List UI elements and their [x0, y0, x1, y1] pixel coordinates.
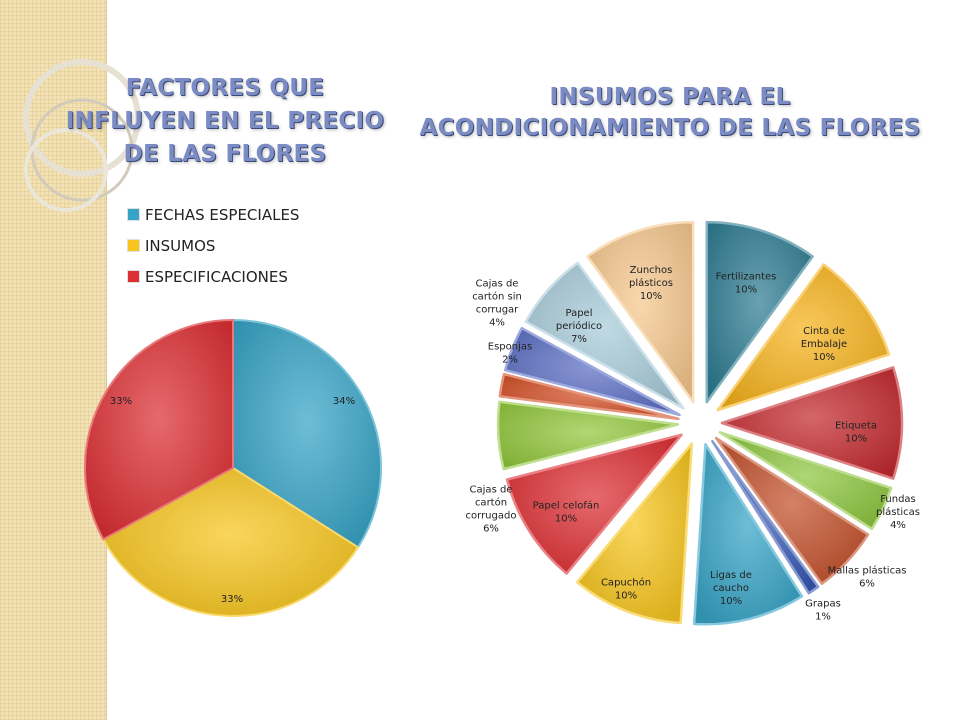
legend-item-especificaciones: ESPECIFICACIONES: [128, 261, 299, 292]
chart-title-right-line: INSUMOS PARA EL: [549, 84, 791, 110]
pie-slice-zunchos-plasticos: [586, 220, 695, 404]
legend-swatch: [128, 240, 139, 251]
data-label-cinta-de-embalaje: Cinta de Embalaje 10%: [801, 326, 847, 363]
pie-slice-fertilizantes: [705, 220, 814, 404]
decorative-circles: [23, 59, 141, 212]
data-label-fertilizantes: Fertilizantes 10%: [716, 272, 777, 296]
data-label-especificaciones: 33%: [110, 396, 132, 407]
pie-slice-ligas-de-caucho: [692, 443, 804, 626]
chart-title-left: FACTORES QUE INFLUYEN EN EL PRECIO DE LA…: [40, 72, 410, 171]
pie-slice-cajas-de-carton-sin-corrugar: [503, 326, 681, 417]
pie-slice-cajas-de-carton-corrugado: [496, 400, 680, 471]
data-label-papel-periodico: Papel periódico 7%: [556, 308, 602, 345]
legend-swatch: [128, 271, 139, 282]
data-label-grapas: Grapas 1%: [805, 599, 841, 623]
pie-slice-cinta-de-embalaje: [716, 263, 891, 412]
legend-label: FECHAS ESPECIALES: [145, 205, 300, 224]
pie-slice-capuchon: [575, 442, 694, 625]
legend-label: INSUMOS: [145, 236, 216, 255]
chart-title-left-line: FACTORES QUE: [125, 75, 325, 101]
pie-slice-etiqueta: [720, 366, 904, 480]
pie-slice-mallas-plasticas: [714, 436, 870, 585]
pie-slice-grapas: [711, 439, 820, 595]
data-label-mallas-plasticas: Mallas plásticas 6%: [828, 565, 907, 590]
chart-title-right: INSUMOS PARA EL ACONDICIONAMIENTO DE LAS…: [400, 82, 940, 144]
legend-item-fechas-especiales: FECHAS ESPECIALES: [128, 199, 299, 230]
legend-item-insumos: INSUMOS: [128, 230, 299, 261]
chart-title-left-line: DE LAS FLORES: [123, 141, 327, 167]
legend-swatch: [128, 209, 139, 220]
data-label-papel-celofan: Papel celofán 10%: [533, 500, 600, 525]
chart-title-right-line: ACONDICIONAMIENTO DE LAS FLORES: [419, 115, 921, 141]
pie-slice-papel-celofan: [505, 433, 683, 575]
data-label-etiqueta: Etiqueta 10%: [835, 421, 877, 445]
pie-slice-papel-periodico: [524, 261, 685, 410]
data-label-ligas-de-caucho: Ligas de caucho 10%: [710, 570, 752, 607]
pie-legend: FECHAS ESPECIALES INSUMOS ESPECIFICACIONES: [128, 199, 299, 292]
pie-slice-fundas-plasticas: [718, 431, 893, 531]
data-label-fechas-especiales: 34%: [333, 396, 355, 407]
data-label-zunchos-plasticos: Zunchos plásticos 10%: [629, 265, 673, 302]
data-label-esponjas: Esponjas 2%: [488, 342, 532, 366]
data-label-cajas-de-carton-sin-corrugar: Cajas de cartón sin corrugar 4%: [472, 279, 522, 329]
data-label-fundas-plasticas: Fundas plásticas 4%: [876, 494, 920, 531]
pie-slice-esponjas: [498, 372, 680, 421]
chart-title-left-line: INFLUYEN EN EL PRECIO: [65, 108, 385, 134]
data-label-capuchon: Capuchón 10%: [601, 577, 651, 602]
decorative-side-panel: [0, 0, 107, 720]
data-label-insumos: 33%: [221, 594, 243, 605]
legend-label: ESPECIFICACIONES: [145, 267, 288, 286]
pie-slice-especificaciones: [84, 318, 234, 541]
data-label-cajas-de-carton-corrugado: Cajas de cartón corrugado 6%: [466, 485, 517, 535]
